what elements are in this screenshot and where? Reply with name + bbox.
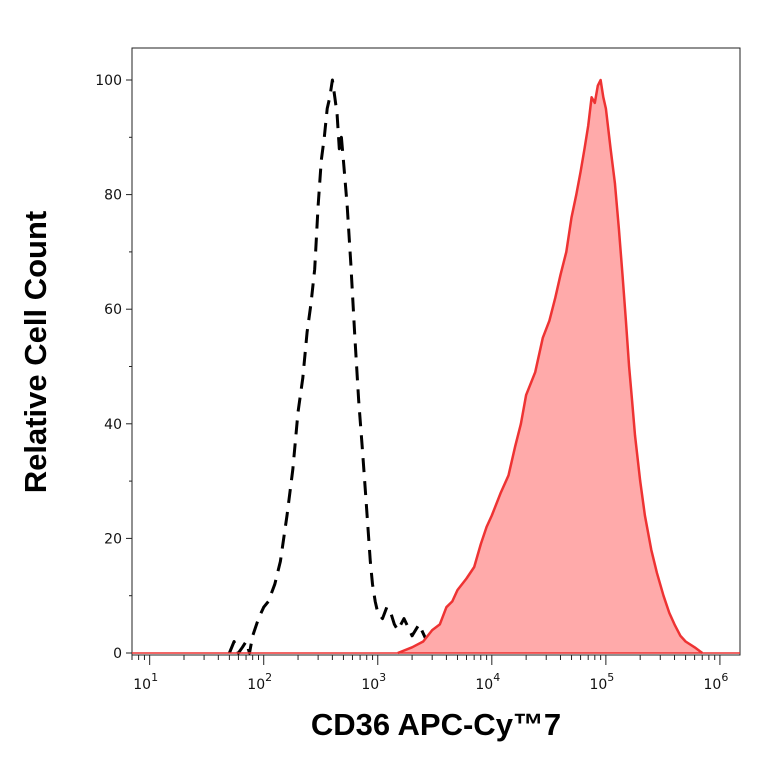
y-tick-label: 40 <box>104 417 122 433</box>
y-axis: 0 20 40 60 80 100 <box>95 73 132 662</box>
series-0-line <box>228 78 475 655</box>
y-axis-title: Relative Cell Count <box>18 211 53 494</box>
y-tick-label: 100 <box>95 73 122 89</box>
x-tick-label: 104 <box>475 671 500 693</box>
x-tick-label: 102 <box>247 671 272 693</box>
plot-frame <box>131 47 741 656</box>
y-tick-label: 20 <box>104 531 122 547</box>
x-tick-label: 103 <box>361 671 386 693</box>
y-tick-label: 0 <box>113 646 122 662</box>
series-layer <box>132 78 740 655</box>
y-tick-label: 60 <box>104 302 122 318</box>
x-tick-label: 106 <box>704 671 729 693</box>
series-1-fill <box>397 80 703 653</box>
x-axis-title: CD36 APC-Cy™7 <box>311 707 561 742</box>
series-1-line <box>397 78 704 655</box>
x-tick-label: 105 <box>589 671 614 693</box>
x-tick-label: 101 <box>133 671 158 693</box>
x-axis: 101 102 103 104 105 106 <box>131 655 729 693</box>
y-tick-label: 80 <box>104 188 122 204</box>
